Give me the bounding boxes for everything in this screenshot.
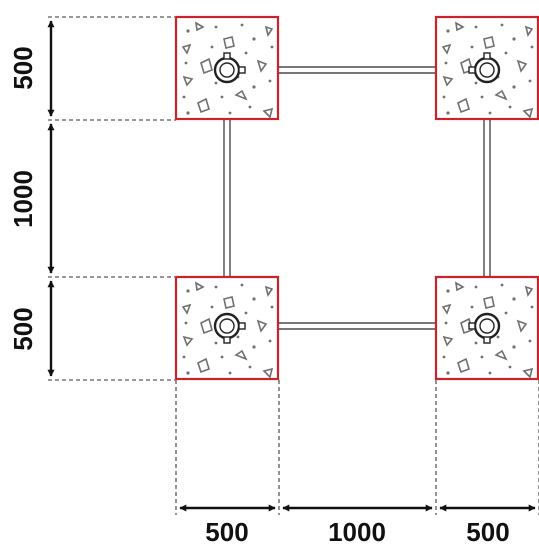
dimension-labels: 500 1000 500 500 1000 500 xyxy=(8,46,510,545)
dimension-arrows xyxy=(47,20,536,512)
footing-bottom-right xyxy=(434,275,539,381)
dim-label-bottom-middle: 1000 xyxy=(328,517,386,545)
concrete-footing-icon xyxy=(434,275,539,381)
pipe-network xyxy=(223,66,491,330)
dim-label-bottom-left: 500 xyxy=(205,517,248,545)
dim-label-bottom-right: 500 xyxy=(466,517,509,545)
dim-label-left-middle: 1000 xyxy=(8,170,38,228)
dim-label-left-top: 500 xyxy=(8,46,38,89)
extension-lines xyxy=(48,16,539,515)
dim-label-left-bottom: 500 xyxy=(8,307,38,350)
